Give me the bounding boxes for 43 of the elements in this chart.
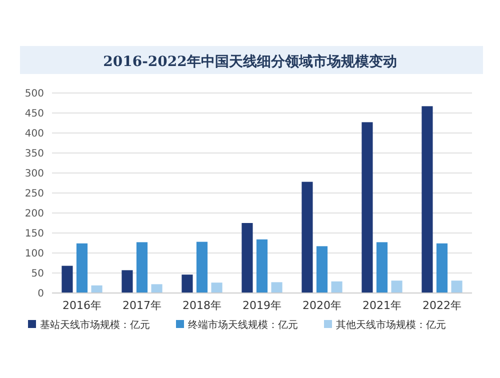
chart-title: 2016-2022年中国天线细分领域市场规模变动 — [103, 53, 397, 70]
bar — [122, 270, 133, 293]
bar — [362, 122, 373, 293]
y-tick-label: 150 — [24, 228, 44, 240]
x-tick-label: 2018年 — [182, 299, 222, 312]
bar — [451, 280, 462, 293]
y-tick-label: 200 — [24, 208, 44, 220]
y-tick-label: 400 — [24, 128, 44, 140]
y-tick-label: 250 — [24, 188, 44, 200]
bar — [182, 274, 193, 293]
bar — [331, 281, 342, 293]
bar — [376, 242, 388, 293]
y-tick-label: 100 — [24, 248, 44, 260]
legend-label: 其他天线市场规模：亿元 — [336, 319, 446, 331]
legend-label: 终端市场天线规模：亿元 — [188, 319, 298, 331]
x-tick-label: 2022年 — [422, 299, 462, 312]
bar — [151, 284, 162, 293]
y-tick-label: 0 — [38, 288, 44, 300]
bar — [422, 106, 433, 293]
y-tick-label: 450 — [24, 108, 44, 120]
bar — [302, 182, 313, 293]
x-tick-label: 2019年 — [242, 299, 282, 312]
bar — [391, 280, 402, 293]
y-tick-label: 500 — [24, 88, 44, 100]
y-tick-label: 50 — [31, 268, 44, 280]
x-tick-label: 2017年 — [122, 299, 162, 312]
bar — [62, 266, 73, 293]
y-tick-label: 300 — [24, 168, 44, 180]
bar — [211, 282, 222, 293]
y-tick-label: 350 — [24, 148, 44, 160]
bar — [436, 243, 448, 293]
bar — [136, 242, 148, 293]
bar — [256, 239, 268, 293]
bar — [242, 223, 253, 293]
x-tick-label: 2020年 — [302, 299, 342, 312]
bar — [91, 285, 102, 293]
bar — [76, 243, 88, 293]
x-tick-label: 2016年 — [62, 299, 102, 312]
bar — [196, 242, 208, 293]
bar — [271, 282, 282, 293]
x-tick-label: 2021年 — [362, 299, 402, 312]
legend-label: 基站天线市场规模：亿元 — [40, 319, 150, 331]
bar — [316, 246, 328, 293]
